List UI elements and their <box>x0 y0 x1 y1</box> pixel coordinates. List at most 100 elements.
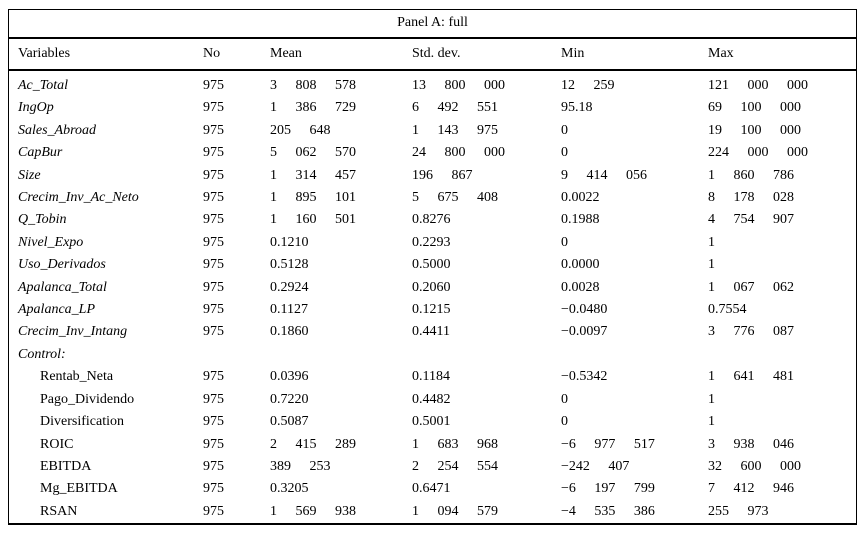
cell-mean: 0.5128 <box>270 257 309 273</box>
cell-min <box>561 344 708 366</box>
variable-label: Crecim_Inv_Intang <box>18 324 128 340</box>
cell-variable: Q_Tobin <box>9 209 203 231</box>
table-row: Q_Tobin 975 1 160 501 0.8276 0.1988 4 754 907 <box>9 209 856 231</box>
cell-no: 975 <box>203 324 224 340</box>
cell-variable: Crecim_Inv_Ac_Neto <box>9 187 203 209</box>
cell-std: 1 683 968 <box>412 436 498 452</box>
cell-no: 975 <box>203 122 224 138</box>
table-row: Crecim_Inv_Ac_Neto 975 1 895 101 5 675 408 0… <box>9 187 856 209</box>
cell-mean: 2 415 289 <box>270 436 356 452</box>
variable-label: Apalanca_LP <box>18 302 95 318</box>
cell-mean: 0.1210 <box>270 234 309 250</box>
cell-variable: Diversification <box>9 411 203 433</box>
cell-std: 0.5001 <box>412 414 451 430</box>
cell-variable: Crecim_Inv_Intang <box>9 321 203 343</box>
cell-min: −0.0480 <box>561 302 608 318</box>
cell-min: 0.1988 <box>561 212 600 228</box>
cell-std: 1 143 975 <box>412 122 498 138</box>
cell-no <box>203 344 270 366</box>
table-row: Diversification 975 0.5087 0.5001 0 1 <box>9 411 856 433</box>
cell-no: 975 <box>203 503 224 519</box>
variable-label: Sales_Abroad <box>18 122 97 138</box>
cell-no: 975 <box>203 458 224 474</box>
cell-no: 975 <box>203 234 224 250</box>
cell-mean: 0.5087 <box>270 414 309 430</box>
cell-max: 3 776 087 <box>708 324 794 340</box>
cell-std: 6 492 551 <box>412 100 498 116</box>
cell-std: 1 094 579 <box>412 503 498 519</box>
cell-std <box>412 344 561 366</box>
variable-label: Pago_Dividendo <box>40 391 135 407</box>
column-header-max: Max <box>708 39 856 71</box>
table-body: Ac_Total 975 3 808 578 13 800 000 12 259 121 … <box>9 70 856 523</box>
cell-max: 1 <box>708 257 715 273</box>
cell-max: 1 <box>708 234 715 250</box>
cell-std: 0.1215 <box>412 302 451 318</box>
table-row: Nivel_Expo 975 0.1210 0.2293 0 1 <box>9 232 856 254</box>
cell-variable: CapBur <box>9 142 203 164</box>
cell-max: 1 <box>708 391 715 407</box>
cell-max: 121 000 000 <box>708 78 808 93</box>
table-header: Variables No Mean Std. dev. Min Max <box>9 39 856 71</box>
table-row: RSAN 975 1 569 938 1 094 579 −4 535 386 255 9… <box>9 501 856 523</box>
cell-mean <box>270 344 412 366</box>
cell-mean: 1 314 457 <box>270 167 356 183</box>
cell-mean: 1 895 101 <box>270 190 356 206</box>
cell-max: 8 178 028 <box>708 190 794 206</box>
column-header-min: Min <box>561 39 708 71</box>
table-row: CapBur 975 5 062 570 24 800 000 0 224 000 000 <box>9 142 856 164</box>
cell-no: 975 <box>203 414 224 430</box>
column-header-mean: Mean <box>270 39 412 71</box>
cell-mean: 0.3205 <box>270 481 309 497</box>
cell-no: 975 <box>203 279 224 295</box>
cell-max: 1 067 062 <box>708 279 794 295</box>
table-row: Control: <box>9 344 856 366</box>
variable-label: Uso_Derivados <box>18 257 106 273</box>
cell-variable: Uso_Derivados <box>9 254 203 276</box>
cell-no: 975 <box>203 481 224 497</box>
table-row: Sales_Abroad 975 205 648 1 143 975 0 19 100 0… <box>9 120 856 142</box>
cell-variable: EBITDA <box>9 456 203 478</box>
variable-label: Size <box>18 167 41 183</box>
variable-label: Control: <box>18 346 66 362</box>
cell-min: 0 <box>561 234 568 250</box>
cell-min: −0.0097 <box>561 324 608 340</box>
cell-std: 0.4482 <box>412 391 451 407</box>
cell-mean: 389 253 <box>270 458 331 474</box>
cell-std: 0.4411 <box>412 324 450 340</box>
cell-std: 0.8276 <box>412 212 451 228</box>
cell-variable: Apalanca_Total <box>9 277 203 299</box>
variable-label: Rentab_Neta <box>40 369 114 385</box>
cell-std: 5 675 408 <box>412 190 498 206</box>
variable-label: Ac_Total <box>18 78 69 93</box>
cell-variable: Rentab_Neta <box>9 366 203 388</box>
cell-min: −242 407 <box>561 458 630 474</box>
variable-label: ROIC <box>40 436 74 452</box>
cell-std: 24 800 000 <box>412 145 505 161</box>
cell-max: 32 600 000 <box>708 458 801 474</box>
cell-mean: 0.7220 <box>270 391 309 407</box>
cell-no: 975 <box>203 167 224 183</box>
cell-mean: 0.0396 <box>270 369 309 385</box>
cell-variable: IngOp <box>9 97 203 119</box>
table-row: Apalanca_LP 975 0.1127 0.1215 −0.0480 0.7554 <box>9 299 856 321</box>
column-header-no: No <box>203 39 270 71</box>
cell-variable: Sales_Abroad <box>9 120 203 142</box>
table-row: Apalanca_Total 975 0.2924 0.2060 0.0028 1 067… <box>9 277 856 299</box>
cell-variable: Control: <box>9 344 203 366</box>
cell-variable: ROIC <box>9 434 203 456</box>
variable-label: Diversification <box>40 414 124 430</box>
cell-min: −6 977 517 <box>561 436 655 452</box>
cell-no: 975 <box>203 257 224 273</box>
cell-max: 4 754 907 <box>708 212 794 228</box>
cell-std: 0.2060 <box>412 279 451 295</box>
cell-min: 0 <box>561 391 568 407</box>
cell-max: 0.7554 <box>708 302 747 318</box>
cell-mean: 0.2924 <box>270 279 309 295</box>
table-row: Uso_Derivados 975 0.5128 0.5000 0.0000 1 <box>9 254 856 276</box>
cell-variable: Ac_Total <box>9 70 203 97</box>
cell-std: 2 254 554 <box>412 458 498 474</box>
cell-max: 19 100 000 <box>708 122 801 138</box>
cell-no: 975 <box>203 145 224 161</box>
cell-max: 3 938 046 <box>708 436 794 452</box>
